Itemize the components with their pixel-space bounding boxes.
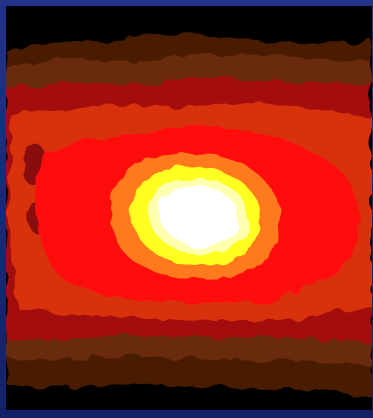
intensity-contours	[6, 6, 372, 410]
thermal-image	[6, 6, 372, 410]
hot-core	[158, 186, 238, 247]
